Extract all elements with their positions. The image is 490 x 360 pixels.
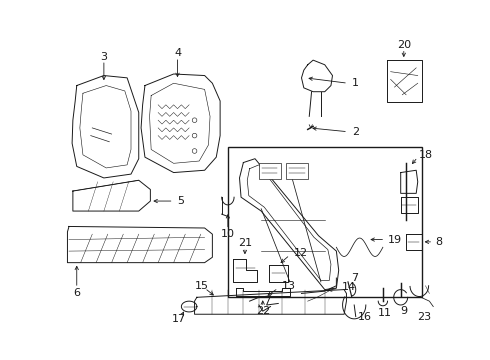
Text: 22: 22 [256, 306, 270, 316]
Text: 12: 12 [294, 248, 308, 258]
Text: 6: 6 [73, 288, 80, 298]
Text: 13: 13 [281, 281, 295, 291]
Text: 8: 8 [436, 237, 442, 247]
Bar [259, 163, 281, 180]
Text: 20: 20 [397, 40, 411, 50]
Text: 19: 19 [388, 235, 402, 244]
Text: 1: 1 [352, 78, 359, 88]
Text: 21: 21 [238, 238, 252, 248]
Text: 23: 23 [417, 311, 431, 321]
Bar [286, 163, 308, 180]
Text: 17: 17 [172, 314, 186, 324]
Text: 5: 5 [177, 196, 185, 206]
Bar [228, 147, 421, 297]
Text: 10: 10 [221, 229, 235, 239]
Text: 18: 18 [419, 150, 434, 160]
Text: 3: 3 [100, 52, 107, 62]
Text: 15: 15 [196, 281, 209, 291]
Text: 4: 4 [174, 48, 181, 58]
Text: 14: 14 [342, 282, 356, 292]
Text: 2: 2 [352, 127, 359, 137]
Text: 11: 11 [378, 308, 392, 318]
Text: 16: 16 [358, 311, 372, 321]
Text: 7: 7 [351, 273, 358, 283]
Text: 9: 9 [400, 306, 407, 316]
